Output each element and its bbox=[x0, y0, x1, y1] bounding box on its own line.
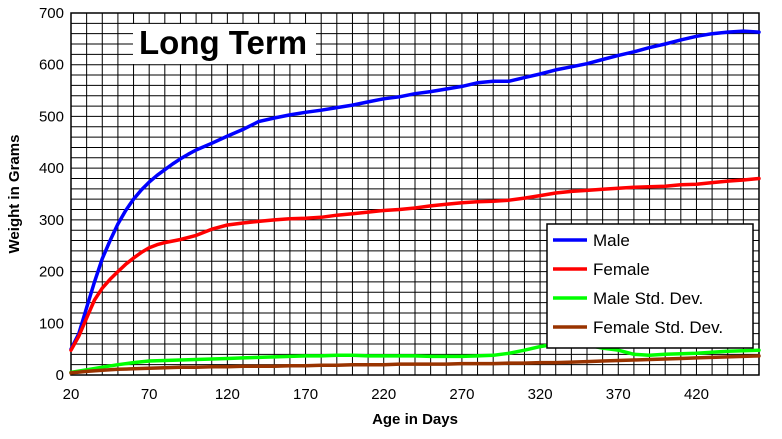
plot-border bbox=[70, 12, 760, 376]
x-tick-label: 270 bbox=[449, 386, 474, 403]
y-tick-label: 500 bbox=[39, 108, 64, 125]
series-line-1 bbox=[69, 29, 761, 351]
series-lines bbox=[69, 29, 761, 375]
grid bbox=[70, 12, 760, 376]
y-tick-label: 300 bbox=[39, 212, 64, 229]
x-tick-label: 120 bbox=[215, 386, 240, 403]
y-tick-label: 100 bbox=[39, 315, 64, 332]
y-tick-label: 0 bbox=[56, 367, 64, 384]
title-background bbox=[133, 24, 316, 64]
x-tick-label: 420 bbox=[684, 386, 709, 403]
y-tick-label: 200 bbox=[39, 264, 64, 281]
x-axis-label: Age in Days bbox=[372, 411, 458, 428]
legend: Male Female Male Std. Dev. Female Std. Dev. bbox=[546, 223, 754, 349]
x-tick-label: 220 bbox=[371, 386, 396, 403]
legend-label: Male bbox=[593, 231, 630, 250]
series-line-4 bbox=[69, 354, 761, 375]
y-tick-label: 400 bbox=[39, 160, 64, 177]
x-tick-label: 20 bbox=[63, 386, 80, 403]
legend-label: Female bbox=[593, 260, 650, 279]
x-tick-label: 70 bbox=[141, 386, 158, 403]
x-tick-label: 170 bbox=[293, 386, 318, 403]
x-tick-label: 320 bbox=[528, 386, 553, 403]
y-axis-label: Weight in Grams bbox=[6, 135, 23, 254]
chart-title: Long Term bbox=[139, 24, 307, 61]
legend-label: Male Std. Dev. bbox=[593, 289, 703, 308]
series-line-3 bbox=[69, 341, 761, 375]
legend-label: Female Std. Dev. bbox=[593, 318, 723, 337]
axes: 0 100 200 300 400 500 600 700 20 70 120 170 220 270 32… bbox=[39, 5, 760, 403]
y-tick-label: 600 bbox=[39, 57, 64, 74]
title-box: Long Term bbox=[133, 24, 316, 64]
x-tick-label: 370 bbox=[606, 386, 631, 403]
series-line-2 bbox=[69, 176, 761, 352]
y-tick-label: 700 bbox=[39, 5, 64, 22]
